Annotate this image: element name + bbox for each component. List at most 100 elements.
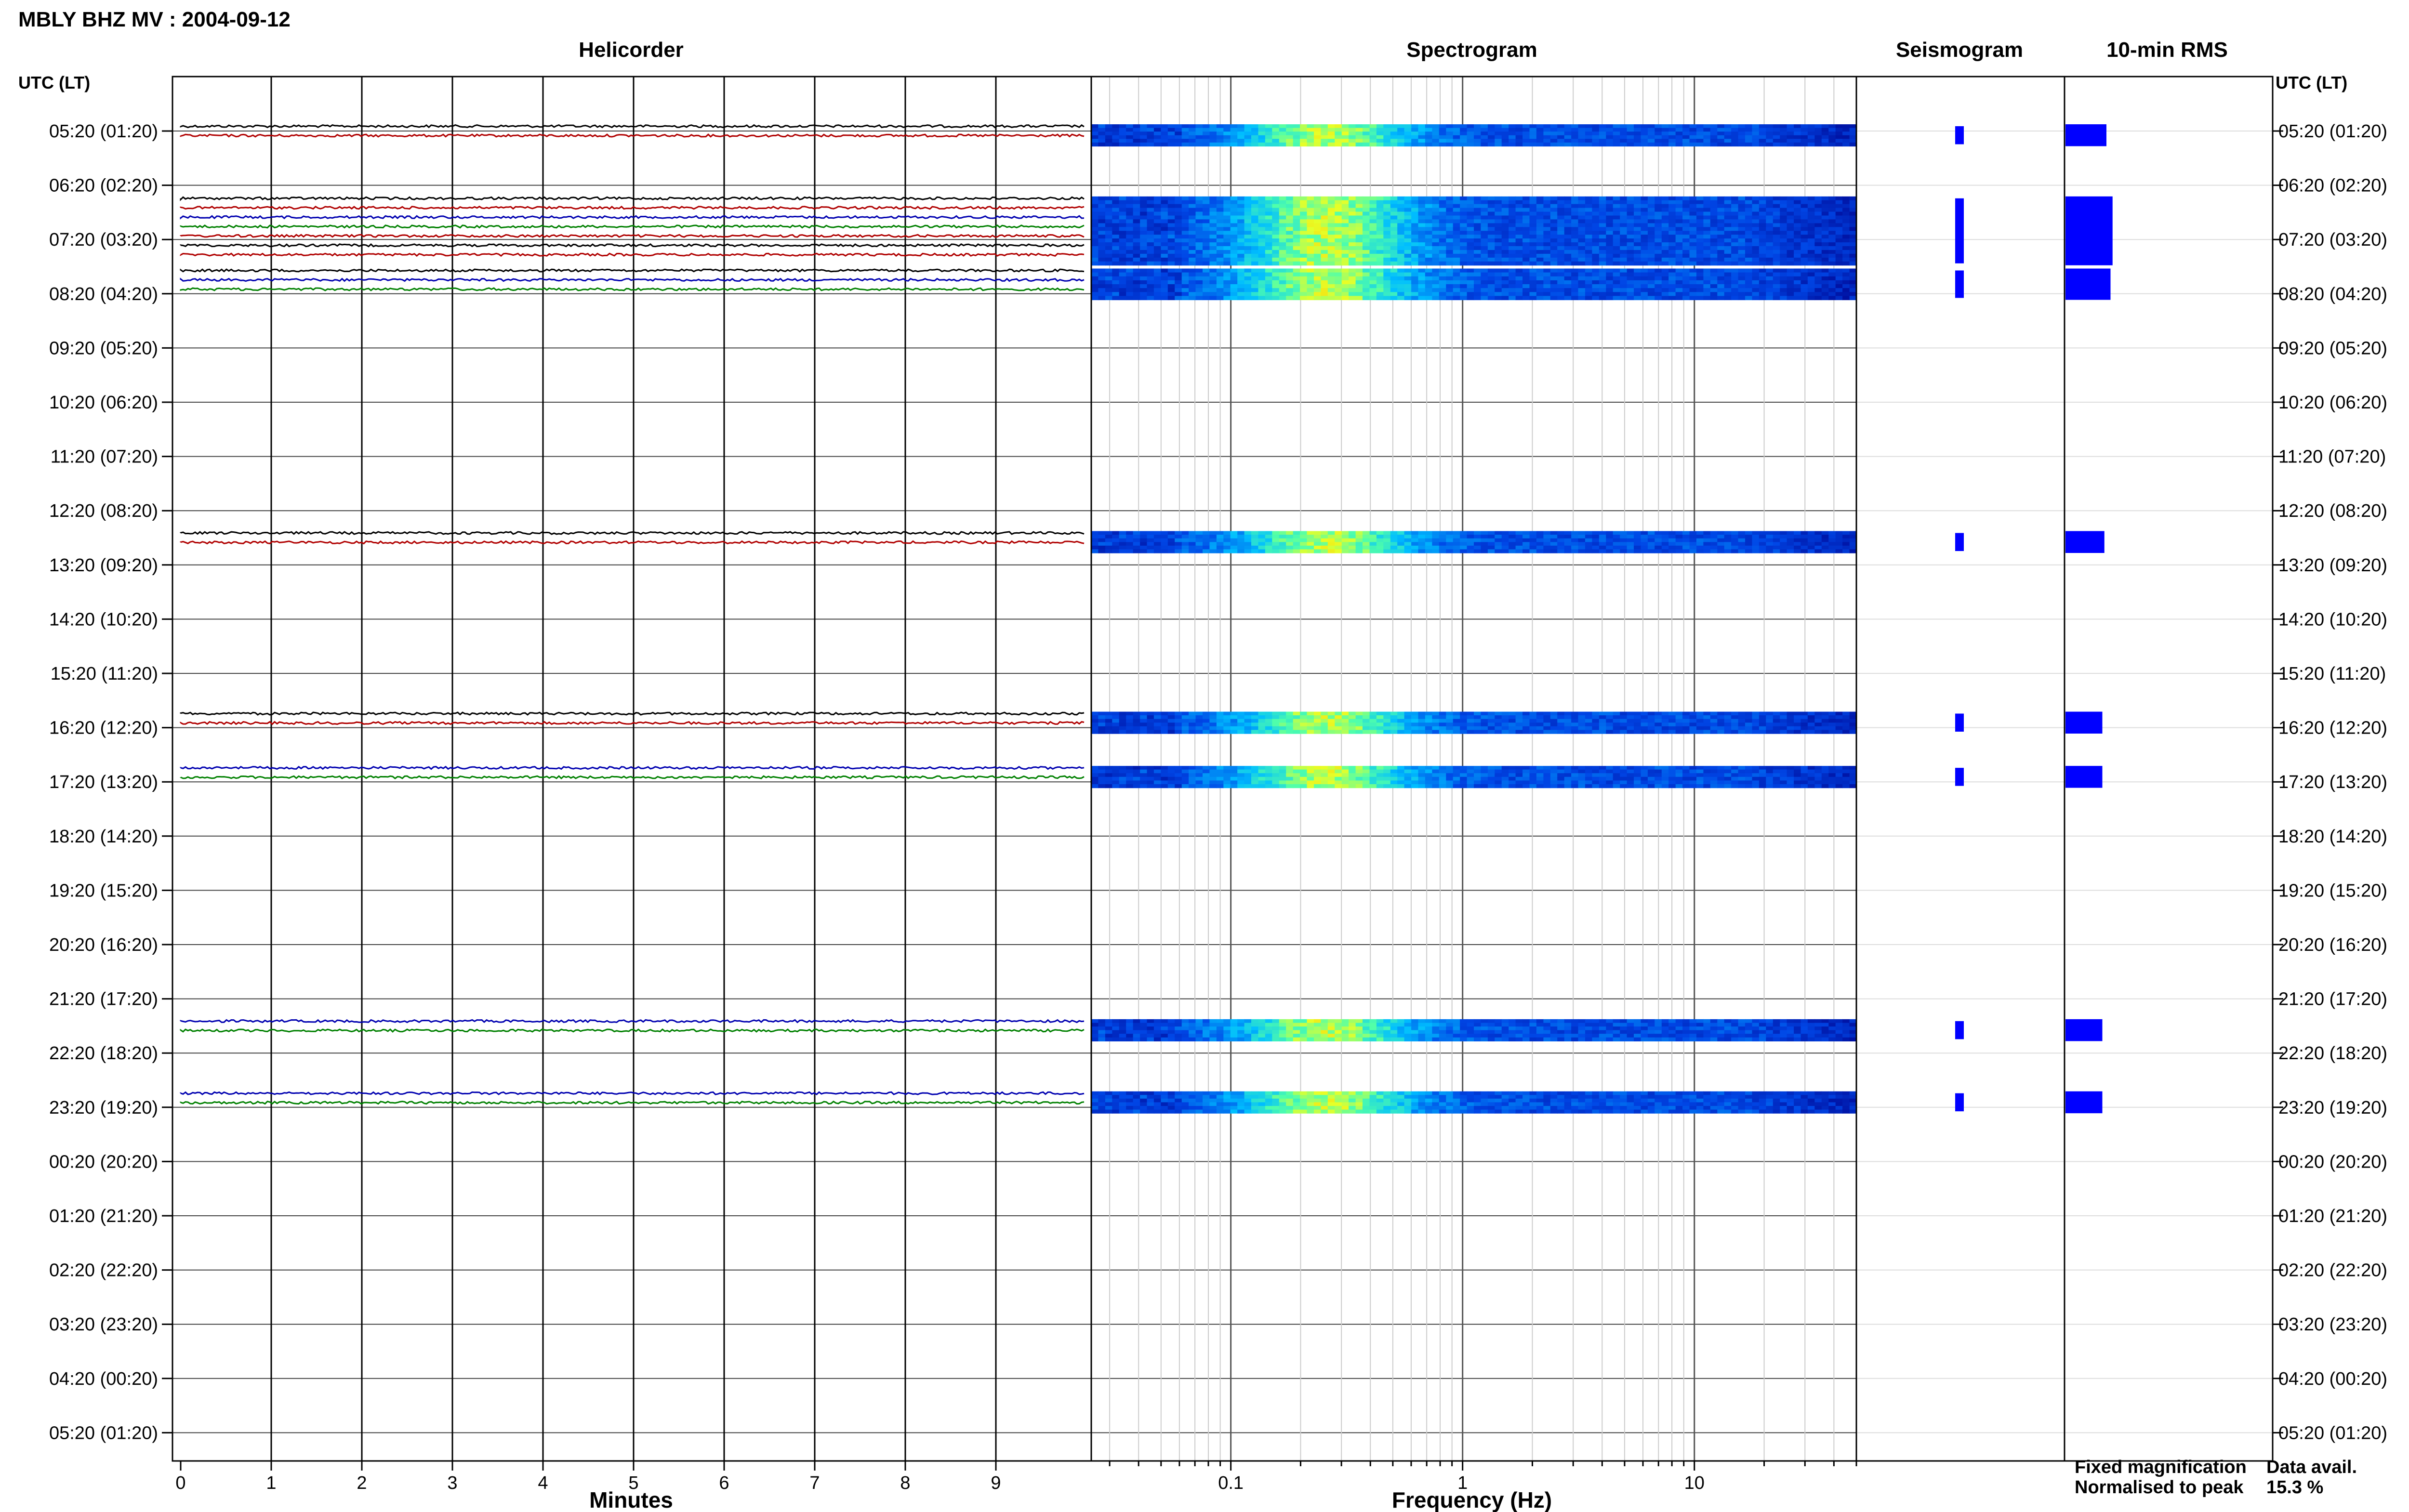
spectrogram-cell bbox=[1627, 253, 1634, 258]
spectrogram-cell bbox=[1773, 215, 1780, 220]
spectrogram-cell bbox=[1627, 135, 1634, 139]
spectrogram-cell bbox=[1738, 128, 1746, 132]
spectrogram-cell bbox=[1363, 139, 1370, 143]
spectrogram-cell bbox=[1349, 531, 1356, 535]
spectrogram-cell bbox=[1495, 253, 1502, 258]
spectrogram-cell bbox=[1780, 142, 1787, 147]
spectrogram-cell bbox=[1237, 719, 1245, 723]
spectrogram-cell bbox=[1647, 542, 1655, 546]
spectrogram-cell bbox=[1460, 719, 1468, 723]
spectrogram-cell bbox=[1794, 723, 1801, 727]
spectrogram-cell bbox=[1321, 242, 1328, 247]
spectrogram-cell bbox=[1230, 535, 1238, 539]
spectrogram-cell bbox=[1745, 231, 1753, 235]
spectrogram-cell bbox=[1599, 288, 1607, 292]
spectrogram-cell bbox=[1731, 549, 1739, 553]
spectrogram-cell bbox=[1140, 196, 1148, 201]
spectrogram-cell bbox=[1661, 124, 1669, 129]
spectrogram-cell bbox=[1780, 535, 1787, 539]
spectrogram-cell bbox=[1849, 253, 1857, 258]
spectrogram-cell bbox=[1439, 253, 1446, 258]
spectrogram-cell bbox=[1467, 238, 1474, 243]
spectrogram-cell bbox=[1230, 280, 1238, 285]
spectrogram-cell bbox=[1627, 288, 1634, 292]
spectrogram-cell bbox=[1098, 242, 1106, 247]
spectrogram-cell bbox=[1717, 531, 1725, 535]
spectrogram-cell bbox=[1780, 723, 1787, 727]
spectrogram-cell bbox=[1578, 261, 1586, 266]
spectrogram-cell bbox=[1369, 238, 1377, 243]
spectrogram-cell bbox=[1140, 272, 1148, 277]
spectrogram-cell bbox=[1807, 292, 1815, 296]
spectrogram-cell bbox=[1363, 268, 1370, 273]
spectrogram-cell bbox=[1585, 711, 1593, 716]
spectrogram-cell bbox=[1321, 535, 1328, 539]
spectrogram-cell bbox=[1453, 139, 1460, 143]
spectrogram-cell bbox=[1703, 231, 1711, 235]
spectrogram-cell bbox=[1557, 272, 1565, 277]
spectrogram-cell bbox=[1821, 139, 1829, 143]
spectrogram-cell bbox=[1557, 128, 1565, 132]
spectrogram-cell bbox=[1355, 268, 1363, 273]
spectrogram-cell bbox=[1675, 219, 1683, 224]
spectrogram-cell bbox=[1453, 296, 1460, 301]
spectrogram-cell bbox=[1140, 246, 1148, 250]
spectrogram-cell bbox=[1335, 235, 1342, 239]
spectrogram-cell bbox=[1550, 242, 1558, 247]
spectrogram-cell bbox=[1432, 538, 1440, 542]
spectrogram-cell bbox=[1153, 715, 1162, 720]
spectrogram-cell bbox=[1390, 261, 1398, 266]
spectrogram-cell bbox=[1522, 292, 1530, 296]
spectrogram-cell bbox=[1439, 238, 1446, 243]
spectrogram-cell bbox=[1167, 730, 1175, 734]
spectrogram-cell bbox=[1647, 280, 1655, 285]
spectrogram-cell bbox=[1585, 726, 1593, 730]
spectrogram-cell bbox=[1258, 135, 1266, 139]
spectrogram-cell bbox=[1140, 200, 1148, 205]
spectrogram-cell bbox=[1404, 142, 1412, 147]
spectrogram-cell bbox=[1592, 215, 1600, 220]
spectrogram-cell bbox=[1237, 257, 1245, 262]
spectrogram-cell bbox=[1717, 284, 1725, 289]
spectrogram-cell bbox=[1265, 253, 1273, 258]
spectrogram-cell bbox=[1724, 719, 1732, 723]
spectrogram-cell bbox=[1710, 726, 1718, 730]
spectrogram-cell bbox=[1467, 292, 1474, 296]
spectrogram-cell bbox=[1474, 545, 1482, 550]
spectrogram-cell bbox=[1293, 715, 1300, 720]
spectrogram-cell bbox=[1550, 719, 1558, 723]
spectrogram-cell bbox=[1112, 208, 1120, 212]
spectrogram-cell bbox=[1703, 204, 1711, 209]
spectrogram-cell bbox=[1098, 538, 1106, 542]
spectrogram-cell bbox=[1460, 715, 1468, 720]
spectrogram-cell bbox=[1397, 284, 1405, 289]
spectrogram-cell bbox=[1439, 715, 1446, 720]
spectrogram-cell bbox=[1307, 196, 1314, 201]
spectrogram-cell bbox=[1487, 723, 1496, 727]
spectrogram-cell bbox=[1689, 719, 1697, 723]
spectrogram-cell bbox=[1300, 292, 1308, 296]
spectrogram-cell bbox=[1460, 204, 1468, 209]
spectrogram-cell bbox=[1487, 535, 1496, 539]
spectrogram-cell bbox=[1794, 250, 1801, 254]
spectrogram-cell bbox=[1585, 131, 1593, 136]
spectrogram-cell bbox=[1133, 292, 1140, 296]
spectrogram-cell bbox=[1223, 196, 1231, 201]
spectrogram-cell bbox=[1467, 268, 1474, 273]
spectrogram-cell bbox=[1216, 128, 1224, 132]
spectrogram-cell bbox=[1745, 139, 1753, 143]
spectrogram-cell bbox=[1161, 549, 1168, 553]
spectrogram-cell bbox=[1432, 296, 1440, 301]
spectrogram-cell bbox=[1599, 219, 1607, 224]
spectrogram-cell bbox=[1195, 231, 1203, 235]
spectrogram-cell bbox=[1147, 219, 1154, 224]
spectrogram-cell bbox=[1689, 730, 1697, 734]
spectrogram-cell bbox=[1655, 272, 1662, 277]
spectrogram-cell bbox=[1321, 142, 1328, 147]
spectrogram-cell bbox=[1432, 535, 1440, 539]
spectrogram-cell bbox=[1766, 719, 1774, 723]
spectrogram-cell bbox=[1647, 296, 1655, 301]
spectrogram-cell bbox=[1418, 131, 1426, 136]
spectrogram-cell bbox=[1766, 715, 1774, 720]
spectrogram-cell bbox=[1731, 276, 1739, 281]
